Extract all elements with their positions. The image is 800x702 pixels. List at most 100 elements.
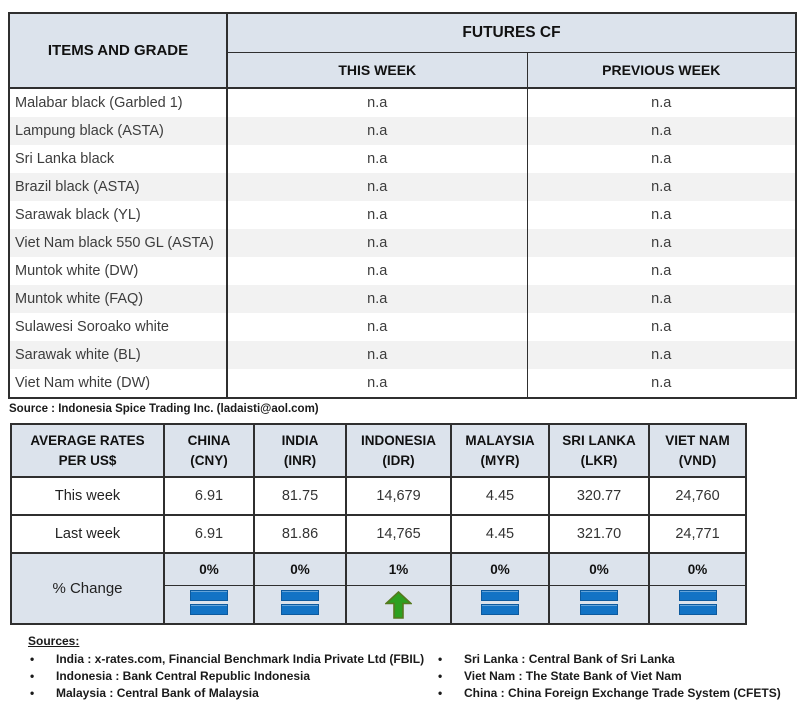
item-name: Muntok white (DW) <box>9 257 228 285</box>
trend-icon-cell <box>648 585 747 625</box>
table-row: Brazil black (ASTA) n.a n.a <box>9 173 797 201</box>
previous-week-value: n.a <box>527 173 797 201</box>
futures-header-row-1: ITEMS AND GRADE FUTURES CF <box>9 13 797 89</box>
item-name: Viet Nam black 550 GL (ASTA) <box>9 229 228 257</box>
table-row: Viet Nam white (DW) n.a n.a <box>9 369 796 398</box>
equal-icon <box>481 589 519 615</box>
trend-icon-cell <box>163 585 255 625</box>
sources-heading: Sources: <box>28 634 80 648</box>
country-name: MALAYSIA <box>465 432 535 448</box>
rates-column-header: MALAYSIA (MYR) <box>450 423 550 478</box>
rates-row: Last week 6.91 81.86 14,765 4.45 321.70 24,771 <box>10 514 747 554</box>
rate-value: 24,771 <box>648 514 747 554</box>
trend-icon-cell <box>548 585 650 625</box>
pct-change-value: 0% <box>450 552 550 586</box>
pct-change-value: 0% <box>253 552 347 586</box>
previous-week-value: n.a <box>527 117 797 145</box>
currency-code: (IDR) <box>382 452 415 468</box>
rates-table-label: AVERAGE RATES PER US$ <box>10 423 165 478</box>
this-week-value: n.a <box>227 201 528 229</box>
this-week-value: n.a <box>227 117 528 145</box>
item-name: Sri Lanka black <box>9 145 228 173</box>
equal-icon <box>190 589 228 615</box>
rates-label-line1: AVERAGE RATES <box>30 432 145 448</box>
pct-change-label: % Change <box>10 552 165 625</box>
country-name: INDIA <box>281 432 319 448</box>
rates-column-header: VIET NAM (VND) <box>648 423 747 478</box>
previous-week-value: n.a <box>651 151 672 167</box>
this-week-value: n.a <box>227 369 528 398</box>
this-week-value: n.a <box>227 285 528 313</box>
previous-week-value: n.a <box>527 341 797 369</box>
sources-list-right: Sri Lanka : Central Bank of Sri LankaVie… <box>436 651 781 702</box>
this-week-value: n.a <box>227 229 528 257</box>
table-row: Sarawak white (BL) n.a n.a <box>9 341 797 369</box>
source-item: India : x-rates.com, Financial Benchmark… <box>28 651 436 668</box>
rate-value: 321.70 <box>548 514 650 554</box>
this-week-value: n.a <box>227 173 528 201</box>
previous-week-value: n.a <box>527 285 797 313</box>
source-item: China : China Foreign Exchange Trade Sys… <box>436 685 781 702</box>
this-week-value: n.a <box>227 88 528 117</box>
pct-change-value: 1% <box>345 552 452 586</box>
rates-row-label: This week <box>10 476 165 516</box>
rate-value: 4.45 <box>450 514 550 554</box>
country-name: SRI LANKA <box>562 432 636 448</box>
rates-column-header: INDIA (INR) <box>253 423 347 478</box>
equal-icon <box>678 589 717 615</box>
currency-code: (VND) <box>678 452 717 468</box>
rates-row: This week 6.91 81.75 14,679 4.45 320.77 24,760 <box>10 476 747 516</box>
currency-code: (MYR) <box>480 452 520 468</box>
country-name: CHINA <box>187 432 231 448</box>
rate-value: 6.91 <box>163 514 255 554</box>
table-row: Lampung black (ASTA) n.a n.a <box>9 117 797 145</box>
source-item: Viet Nam : The State Bank of Viet Nam <box>436 668 781 685</box>
country-name: INDONESIA <box>360 432 436 448</box>
trend-icon-cell <box>450 585 550 625</box>
table-row: Sarawak black (YL) n.a n.a <box>9 201 796 229</box>
rates-table: AVERAGE RATES PER US$ CHINA (CNY) INDIA (INR… <box>10 423 747 625</box>
rates-column-header: INDONESIA (IDR) <box>345 423 452 478</box>
item-name: Muntok white (FAQ) <box>9 285 228 313</box>
rate-value: 14,679 <box>345 476 452 516</box>
table-row: Muntok white (FAQ) n.a n.a <box>9 285 797 313</box>
currency-code: (LKR) <box>580 452 618 468</box>
pct-change-row: % Change 0% 0% 1% 0% 0% 0% <box>10 552 747 625</box>
items-and-grade-header: ITEMS AND GRADE <box>9 13 228 89</box>
previous-week-header: PREVIOUS WEEK <box>527 52 797 89</box>
country-name: VIET NAM <box>665 432 730 448</box>
source-item: Malaysia : Central Bank of Malaysia <box>28 685 436 702</box>
item-name: Viet Nam white (DW) <box>9 369 228 398</box>
previous-week-value: n.a <box>651 263 672 279</box>
currency-code: (INR) <box>283 452 317 468</box>
pct-change-value: 0% <box>648 552 747 586</box>
previous-week-value: n.a <box>527 229 797 257</box>
rate-value: 14,765 <box>345 514 452 554</box>
item-name: Sarawak white (BL) <box>9 341 228 369</box>
rate-value: 4.45 <box>450 476 550 516</box>
previous-week-value: n.a <box>651 319 672 335</box>
rate-value: 6.91 <box>163 476 255 516</box>
currency-code: (CNY) <box>190 452 228 468</box>
table-row: Sri Lanka black n.a n.a <box>9 145 796 173</box>
futures-header-row-2: THIS WEEK PREVIOUS WEEK <box>9 52 797 89</box>
rates-header-row: AVERAGE RATES PER US$ CHINA (CNY) INDIA (INR… <box>10 423 747 478</box>
item-name: Sarawak black (YL) <box>9 201 228 229</box>
rates-table-body: This week 6.91 81.75 14,679 4.45 320.77 24,760… <box>10 476 747 625</box>
this-week-header: THIS WEEK <box>227 52 528 89</box>
rates-row-label: Last week <box>10 514 165 554</box>
previous-week-value: n.a <box>651 207 672 223</box>
rates-column-header: CHINA (CNY) <box>163 423 255 478</box>
sources-list-left: India : x-rates.com, Financial Benchmark… <box>28 651 436 702</box>
source-item: Sri Lanka : Central Bank of Sri Lanka <box>436 651 781 668</box>
item-name: Malabar black (Garbled 1) <box>9 88 228 117</box>
item-name: Lampung black (ASTA) <box>9 117 228 145</box>
pct-change-value: 0% <box>548 552 650 586</box>
rates-column-header: SRI LANKA (LKR) <box>548 423 650 478</box>
up-arrow-icon <box>385 590 412 619</box>
this-week-value: n.a <box>227 341 528 369</box>
previous-week-value: n.a <box>651 375 672 391</box>
rate-value: 81.86 <box>253 514 347 554</box>
item-name: Brazil black (ASTA) <box>9 173 228 201</box>
futures-table-body: Malabar black (Garbled 1) n.a n.a Lampung b… <box>9 88 797 398</box>
